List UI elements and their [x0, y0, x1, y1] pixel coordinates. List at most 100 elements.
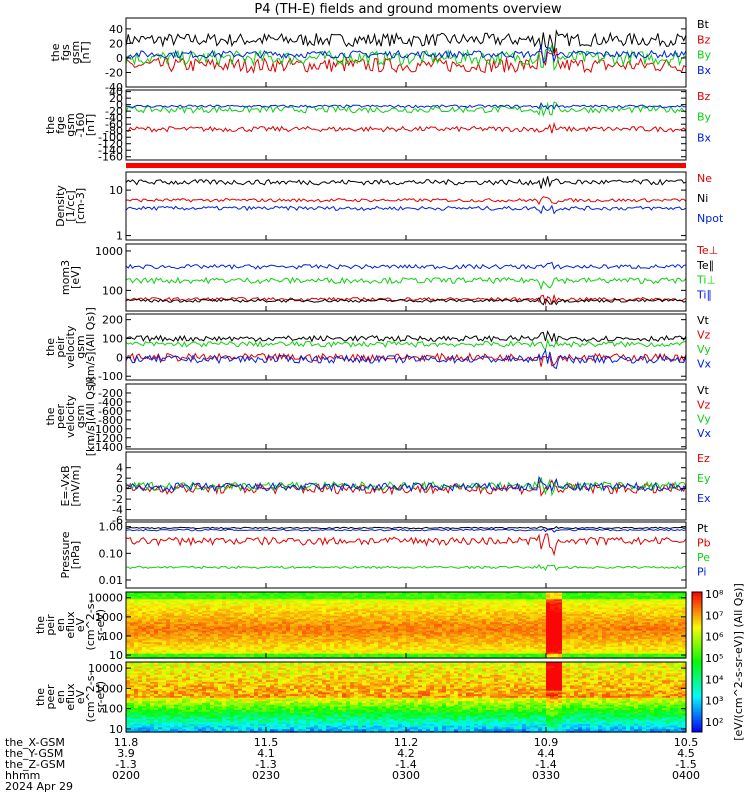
spectrogram-cell	[146, 593, 151, 596]
spectrogram-cell	[594, 621, 599, 624]
spectrogram-cell	[322, 639, 327, 643]
spectrogram-cell	[482, 620, 487, 623]
spectrogram-cell	[130, 636, 135, 639]
spectrogram-cell	[178, 595, 183, 598]
spectrogram-cell	[438, 634, 443, 638]
spectrogram-cell	[530, 597, 535, 600]
spectrogram-cell	[238, 631, 243, 634]
spectrogram-cell	[506, 651, 511, 654]
spectrogram-cell	[174, 633, 179, 636]
spectrogram-cell	[578, 639, 583, 643]
spectrogram-cell	[594, 639, 599, 643]
spectrogram-cell	[462, 615, 467, 618]
spectrogram-cell	[330, 615, 335, 618]
spectrogram-cell	[578, 615, 583, 618]
spectrogram-cell	[126, 654, 131, 657]
spectrogram-cell	[382, 643, 387, 646]
spectrogram-cell	[326, 608, 331, 611]
spectrogram-cell	[186, 651, 191, 654]
spectrogram-cell	[370, 616, 375, 620]
spectrogram-cell	[350, 605, 355, 608]
spectrogram-cell	[538, 593, 543, 596]
spectrogram-cell	[462, 641, 467, 644]
spectrogram-cell	[494, 628, 499, 631]
spectrogram-cell	[298, 628, 303, 631]
spectrogram-cell	[538, 633, 543, 636]
y-label-line: [cm-3]	[74, 188, 87, 224]
spectrogram-cell	[458, 601, 463, 605]
spectrogram-cell	[570, 597, 575, 600]
spectrogram-cell	[286, 605, 291, 608]
spectrogram-cell	[494, 634, 499, 638]
spectrogram-cell	[414, 654, 419, 657]
spectrogram-cell	[182, 618, 187, 621]
y-tick-label: -20	[105, 67, 123, 80]
spectrogram-cell	[342, 608, 347, 611]
spectrogram-cell	[130, 644, 135, 648]
spectrogram-cell	[450, 597, 455, 600]
spectrogram-cell	[134, 601, 139, 605]
spectrogram-cell	[418, 649, 423, 653]
spectrogram-cell	[486, 634, 491, 638]
spectrogram-cell	[270, 618, 275, 621]
spectrogram-cell	[178, 603, 183, 606]
spectrogram-cell	[482, 603, 487, 606]
spectrogram-cell	[262, 595, 267, 598]
spectrogram-cell	[434, 631, 439, 634]
spectrogram-cell	[318, 638, 323, 641]
spectrogram-cell	[326, 605, 331, 608]
spectrogram-cell	[442, 639, 447, 643]
spectrogram-cell	[574, 592, 579, 595]
spectrogram-cell	[126, 616, 131, 620]
spectrogram-cell	[550, 620, 555, 623]
spectrogram-cell	[562, 598, 567, 601]
spectrogram-cell	[482, 633, 487, 636]
spectrogram-cell	[250, 620, 255, 623]
spectrogram-cell	[150, 648, 155, 651]
spectrogram-cell	[398, 649, 403, 653]
spectrogram-cell	[390, 610, 395, 613]
spectrogram-cell	[350, 603, 355, 606]
spectrogram-cell	[502, 603, 507, 606]
spectrogram-cell	[198, 598, 203, 601]
spectrogram-cell	[166, 605, 171, 608]
spectrogram-cell	[138, 593, 143, 596]
spectrogram-cell	[210, 639, 215, 643]
spectrogram-cell	[470, 639, 475, 643]
spectrogram-cell	[478, 626, 483, 629]
spectrogram-cell	[310, 623, 315, 626]
spectrogram-cell	[426, 606, 431, 610]
spectrogram-cell	[562, 639, 567, 643]
spectrogram-cell	[342, 625, 347, 628]
spectrogram-cell	[178, 605, 183, 608]
spectrogram-cell	[366, 601, 371, 605]
spectrogram-cell	[574, 597, 579, 600]
spectrogram-cell	[582, 646, 587, 649]
spectrogram-cell	[518, 600, 523, 603]
spectrogram-cell	[382, 621, 387, 624]
spectrogram-cell	[238, 605, 243, 608]
spectrogram-cell	[498, 654, 503, 657]
spectrogram-cell	[494, 648, 499, 651]
spectrogram-cell	[410, 654, 415, 657]
spectrogram-cell	[154, 616, 159, 620]
spectrogram-cell	[550, 641, 555, 644]
spectrogram-cell	[274, 613, 279, 616]
spectrogram-cell	[174, 638, 179, 641]
spectrogram-cell	[298, 623, 303, 626]
spectrogram-cell	[478, 620, 483, 623]
spectrogram-cell	[138, 625, 143, 628]
spectrogram-cell	[454, 643, 459, 646]
spectrogram-cell	[214, 643, 219, 646]
spectrogram-cell	[306, 639, 311, 643]
spectrogram-cell	[378, 649, 383, 653]
spectrogram-cell	[338, 601, 343, 605]
spectrogram-cell	[342, 643, 347, 646]
spectrogram-cell	[274, 643, 279, 646]
spectrogram-cell	[586, 653, 591, 656]
spectrogram-cell	[482, 618, 487, 621]
spectrogram-cell	[598, 630, 603, 633]
spectrogram-cell	[166, 634, 171, 638]
spectrogram-cell	[226, 639, 231, 643]
spectrogram-cell	[262, 636, 267, 639]
